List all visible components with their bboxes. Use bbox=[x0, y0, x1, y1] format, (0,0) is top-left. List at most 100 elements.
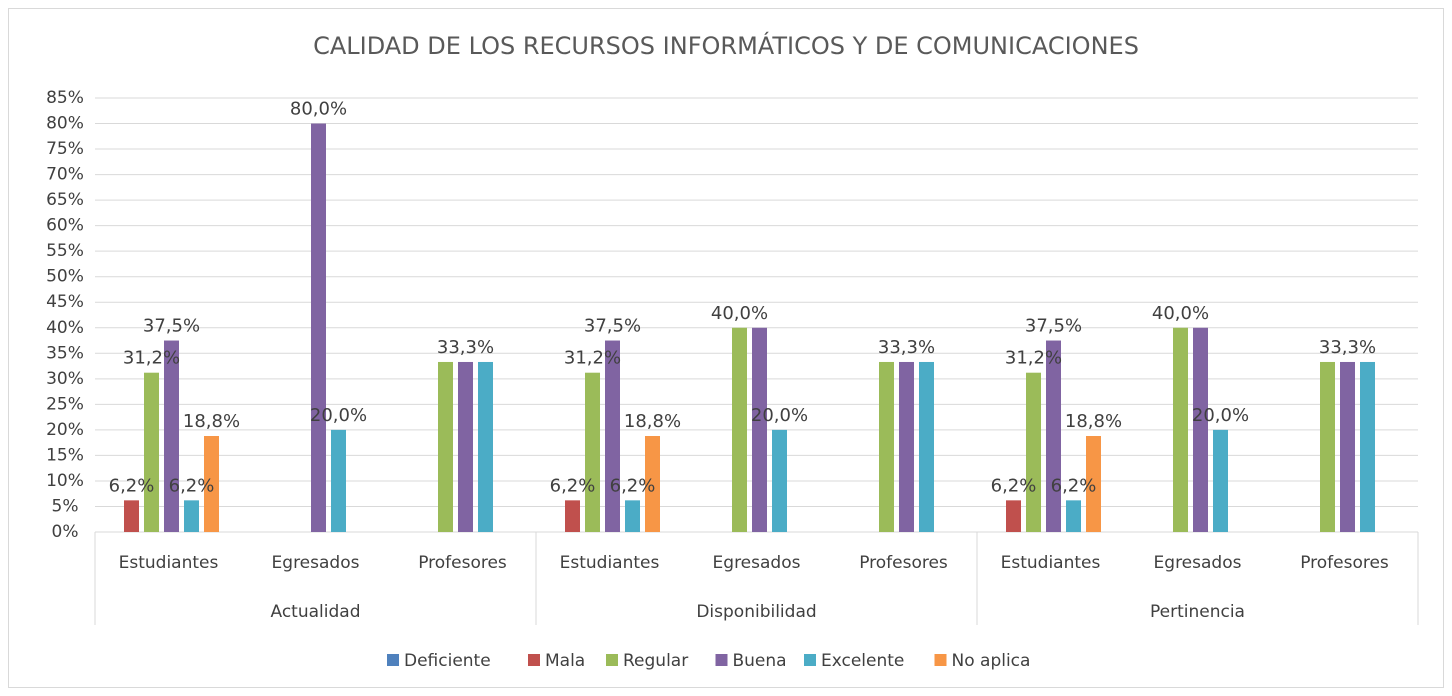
data-label: 40,0% bbox=[711, 303, 768, 324]
bar bbox=[1046, 340, 1061, 532]
bar bbox=[625, 500, 640, 532]
legend-label: No aplica bbox=[952, 651, 1031, 671]
bar bbox=[605, 340, 620, 532]
legend-swatch bbox=[387, 654, 399, 666]
bar bbox=[752, 327, 767, 532]
bar bbox=[919, 361, 934, 532]
bar bbox=[311, 123, 326, 532]
y-tick-label: 5% bbox=[52, 496, 79, 516]
legend-swatch bbox=[528, 654, 540, 666]
x-tick-label: Profesores bbox=[418, 553, 507, 573]
legend-swatch bbox=[606, 654, 618, 666]
data-label: 6,2% bbox=[169, 475, 215, 496]
data-label: 20,0% bbox=[310, 405, 367, 426]
bar bbox=[1086, 436, 1101, 532]
data-label: 20,0% bbox=[1192, 405, 1249, 426]
x-tick-label: Estudiantes bbox=[119, 553, 219, 573]
chart-title: CALIDAD DE LOS RECURSOS INFORMÁTICOS Y D… bbox=[313, 31, 1139, 60]
data-label: 37,5% bbox=[143, 316, 200, 337]
bar bbox=[899, 361, 914, 532]
y-tick-label: 65% bbox=[46, 190, 84, 210]
legend-label: Excelente bbox=[821, 651, 904, 671]
y-tick-label: 30% bbox=[46, 369, 84, 389]
x-tick-label: Egresados bbox=[1154, 553, 1242, 573]
bar bbox=[458, 361, 473, 532]
x-tick-label: Estudiantes bbox=[1001, 553, 1101, 573]
y-tick-label: 80% bbox=[46, 114, 84, 134]
bar bbox=[732, 327, 747, 532]
legend-label: Regular bbox=[623, 651, 688, 671]
y-tick-label: 55% bbox=[46, 241, 84, 261]
data-label: 18,8% bbox=[624, 411, 681, 432]
bar bbox=[879, 361, 894, 532]
x-tick-label: Profesores bbox=[859, 553, 948, 573]
bar bbox=[204, 436, 219, 532]
legend-swatch bbox=[934, 654, 947, 666]
bar bbox=[331, 429, 346, 532]
data-label: 20,0% bbox=[751, 405, 808, 426]
y-tick-label: 35% bbox=[46, 343, 84, 363]
data-label: 33,3% bbox=[437, 337, 494, 358]
data-label: 18,8% bbox=[1065, 411, 1122, 432]
y-tick-label: 15% bbox=[46, 445, 84, 465]
bar bbox=[1360, 361, 1375, 532]
group-label: Pertinencia bbox=[1150, 602, 1245, 622]
bar bbox=[772, 429, 787, 532]
group-label: Disponibilidad bbox=[696, 602, 816, 622]
x-tick-label: Estudiantes bbox=[560, 553, 660, 573]
legend-label: Deficiente bbox=[404, 651, 491, 671]
bar bbox=[144, 372, 159, 532]
bar bbox=[1193, 327, 1208, 532]
y-tick-label: 0% bbox=[52, 522, 79, 542]
y-tick-label: 70% bbox=[46, 165, 84, 185]
bar bbox=[124, 500, 139, 532]
data-label: 6,2% bbox=[610, 475, 656, 496]
data-label: 37,5% bbox=[1025, 316, 1082, 337]
data-label: 37,5% bbox=[584, 316, 641, 337]
y-tick-label: 10% bbox=[46, 471, 84, 491]
bar bbox=[164, 340, 179, 532]
bar bbox=[1173, 327, 1188, 532]
data-label: 40,0% bbox=[1152, 303, 1209, 324]
y-tick-label: 45% bbox=[46, 292, 84, 312]
data-label: 6,2% bbox=[1051, 475, 1097, 496]
y-tick-label: 25% bbox=[46, 394, 84, 414]
legend-swatch bbox=[804, 654, 816, 666]
x-tick-label: Profesores bbox=[1300, 553, 1389, 573]
data-label: 31,2% bbox=[123, 348, 180, 369]
bar bbox=[1213, 429, 1228, 532]
y-tick-label: 50% bbox=[46, 267, 84, 287]
bar bbox=[1340, 361, 1355, 532]
y-tick-label: 40% bbox=[46, 318, 84, 338]
legend-label: Buena bbox=[733, 651, 787, 671]
chart-border bbox=[8, 8, 1444, 688]
y-tick-label: 75% bbox=[46, 139, 84, 159]
legend-swatch bbox=[715, 654, 728, 666]
bar bbox=[478, 361, 493, 532]
bar bbox=[565, 500, 580, 532]
data-label: 31,2% bbox=[564, 348, 621, 369]
bar bbox=[585, 372, 600, 532]
bar bbox=[438, 361, 453, 532]
x-tick-label: Egresados bbox=[272, 553, 360, 573]
data-label: 33,3% bbox=[878, 337, 935, 358]
y-tick-label: 20% bbox=[46, 420, 84, 440]
group-label: Actualidad bbox=[271, 602, 361, 622]
data-label: 80,0% bbox=[290, 99, 347, 120]
data-label: 6,2% bbox=[550, 475, 596, 496]
x-tick-label: Egresados bbox=[713, 553, 801, 573]
y-tick-label: 60% bbox=[46, 216, 84, 236]
y-tick-label: 85% bbox=[46, 88, 84, 108]
bar bbox=[1026, 372, 1041, 532]
data-label: 6,2% bbox=[109, 475, 155, 496]
bar bbox=[645, 436, 660, 532]
data-label: 31,2% bbox=[1005, 348, 1062, 369]
bar bbox=[1066, 500, 1081, 532]
bar bbox=[1320, 361, 1335, 532]
bar bbox=[184, 500, 199, 532]
data-label: 18,8% bbox=[183, 411, 240, 432]
data-label: 33,3% bbox=[1319, 337, 1376, 358]
legend-label: Mala bbox=[545, 651, 585, 671]
bar bbox=[1006, 500, 1021, 532]
